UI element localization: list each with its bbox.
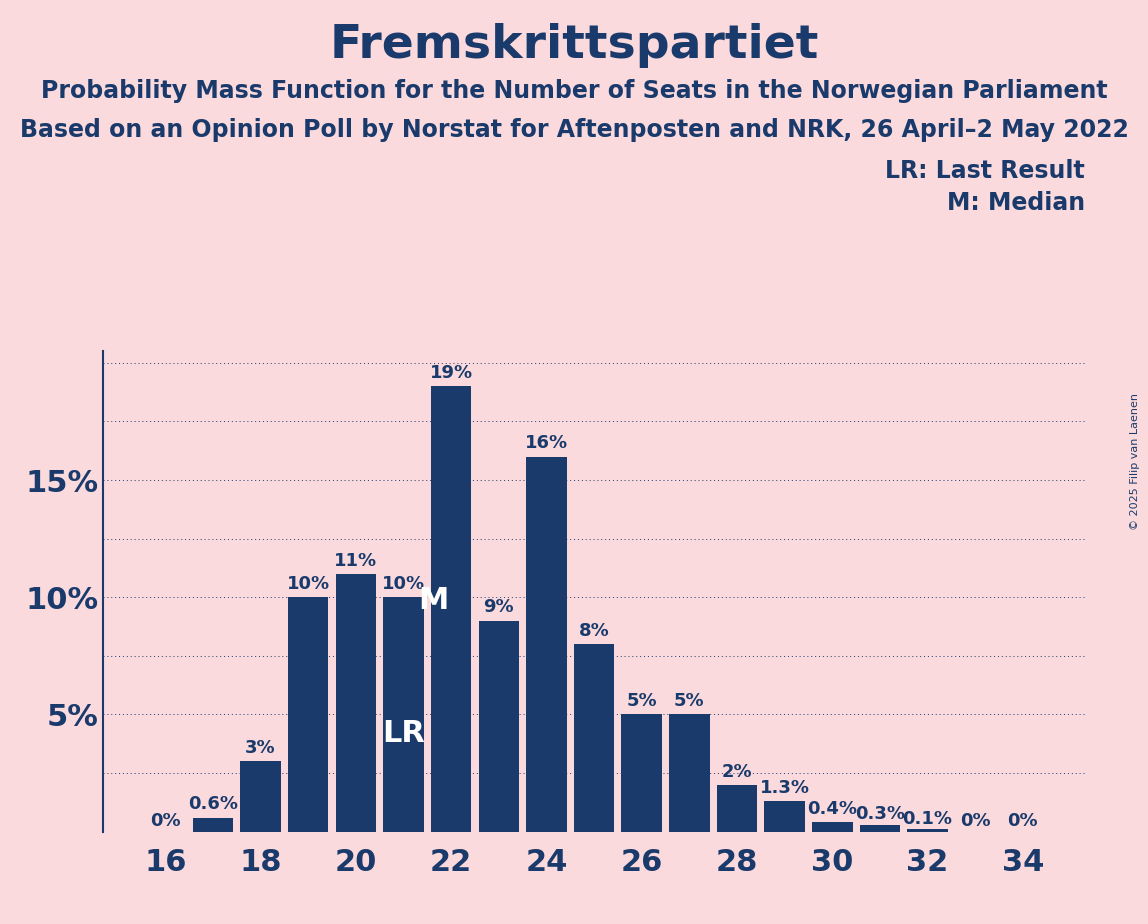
Bar <box>526 456 567 832</box>
Text: 11%: 11% <box>334 552 378 569</box>
Text: 0.4%: 0.4% <box>807 800 858 818</box>
Text: 0.3%: 0.3% <box>855 806 905 823</box>
Text: LR: LR <box>382 719 425 748</box>
Bar <box>812 822 853 832</box>
Bar <box>574 644 614 832</box>
Bar <box>193 818 233 832</box>
Text: 16%: 16% <box>525 434 568 453</box>
Text: 3%: 3% <box>246 739 276 757</box>
Bar <box>621 714 662 832</box>
Text: 0%: 0% <box>1008 812 1038 831</box>
Text: M: M <box>418 586 448 614</box>
Text: 19%: 19% <box>429 364 473 382</box>
Text: 0.1%: 0.1% <box>902 810 953 828</box>
Bar <box>240 761 281 832</box>
Text: 10%: 10% <box>382 575 425 593</box>
Text: M: Median: M: Median <box>947 191 1085 215</box>
Bar <box>335 574 377 832</box>
Text: 0%: 0% <box>960 812 991 831</box>
Text: Probability Mass Function for the Number of Seats in the Norwegian Parliament: Probability Mass Function for the Number… <box>40 79 1108 103</box>
Text: © 2025 Filip van Laenen: © 2025 Filip van Laenen <box>1130 394 1140 530</box>
Text: 10%: 10% <box>287 575 329 593</box>
Bar <box>669 714 709 832</box>
Bar <box>383 597 424 832</box>
Text: 1.3%: 1.3% <box>760 779 809 796</box>
Bar <box>479 621 519 832</box>
Text: 5%: 5% <box>674 692 705 711</box>
Bar <box>288 597 328 832</box>
Bar <box>716 784 758 832</box>
Text: 5%: 5% <box>627 692 657 711</box>
Text: LR: Last Result: LR: Last Result <box>885 159 1085 183</box>
Bar <box>765 801 805 832</box>
Text: 0%: 0% <box>150 812 180 831</box>
Text: Based on an Opinion Poll by Norstat for Aftenposten and NRK, 26 April–2 May 2022: Based on an Opinion Poll by Norstat for … <box>20 118 1128 142</box>
Bar <box>860 824 900 832</box>
Text: 8%: 8% <box>579 622 610 640</box>
Bar <box>907 829 948 832</box>
Text: 2%: 2% <box>722 762 752 781</box>
Text: 9%: 9% <box>483 599 514 616</box>
Bar <box>430 386 472 832</box>
Text: Fremskrittspartiet: Fremskrittspartiet <box>329 23 819 68</box>
Text: 0.6%: 0.6% <box>188 796 238 813</box>
